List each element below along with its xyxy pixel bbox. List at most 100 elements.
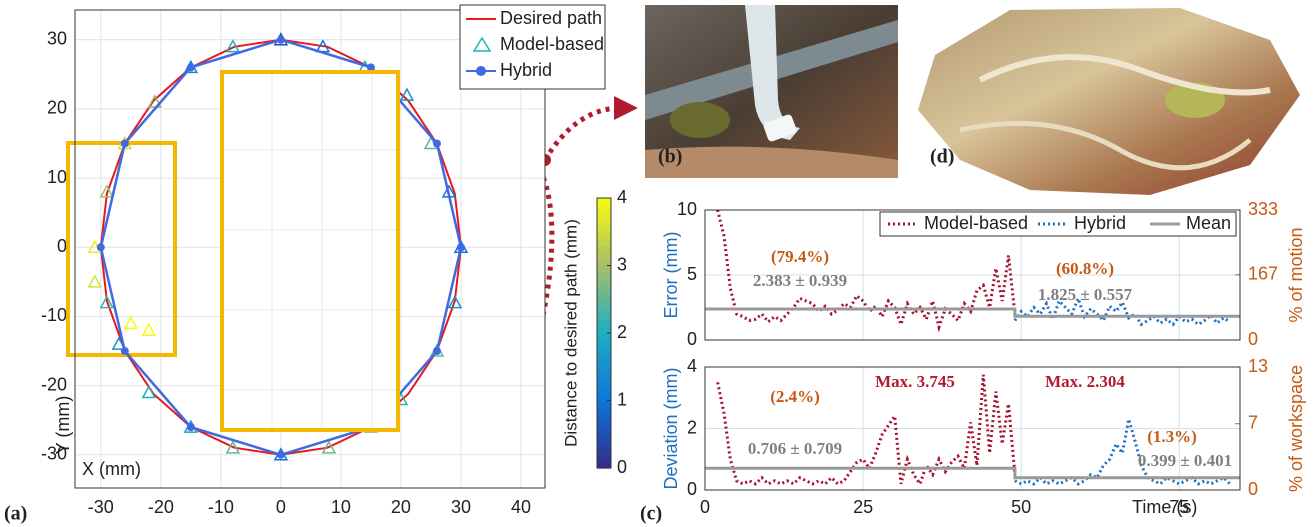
colorbar-cell bbox=[597, 367, 611, 374]
colorbar-tick-label: 4 bbox=[617, 187, 627, 207]
colorbar-cell bbox=[597, 414, 611, 421]
panel-label: (d) bbox=[930, 146, 954, 168]
y-tick-label: 10 bbox=[677, 199, 697, 219]
x-tick-label: 0 bbox=[700, 497, 710, 517]
colorbar-cell bbox=[597, 259, 611, 266]
colorbar-cell bbox=[597, 293, 611, 300]
colorbar-cell bbox=[597, 299, 611, 306]
annotation: 1.825 ± 0.557 bbox=[1038, 285, 1133, 304]
arrow-head bbox=[614, 96, 638, 120]
y-tick-label: 4 bbox=[687, 356, 697, 376]
colorbar-cell bbox=[597, 353, 611, 360]
colorbar-cell bbox=[597, 313, 611, 320]
hybrid-point bbox=[187, 63, 195, 71]
colorbar-label: Distance to desired path (mm) bbox=[561, 219, 580, 447]
colorbar-cell bbox=[597, 461, 611, 468]
y-tick-label: 0 bbox=[687, 479, 697, 499]
annotation: (1.3%) bbox=[1147, 427, 1197, 446]
colorbar-cell bbox=[597, 401, 611, 408]
photo-b bbox=[645, 5, 898, 178]
colorbar-tick-label: 2 bbox=[617, 322, 627, 342]
colorbar-cell bbox=[597, 286, 611, 293]
colorbar-cell bbox=[597, 428, 611, 435]
colorbar-cell bbox=[597, 232, 611, 239]
panel-label: (b) bbox=[658, 146, 682, 168]
legend-swatch bbox=[476, 66, 486, 76]
legend-label: Mean bbox=[1186, 213, 1231, 233]
colorbar-cell bbox=[597, 306, 611, 313]
y2-tick-label: 0 bbox=[1248, 479, 1258, 499]
x-tick-label: 40 bbox=[511, 497, 531, 517]
y-tick-label: 10 bbox=[47, 167, 67, 187]
colorbar-cell bbox=[597, 212, 611, 219]
y2-tick-label: 333 bbox=[1248, 199, 1278, 219]
colorbar-cell bbox=[597, 360, 611, 367]
y2-tick-label: 0 bbox=[1248, 329, 1258, 349]
colorbar-cell bbox=[597, 225, 611, 232]
annotation: Max. 3.745 bbox=[875, 372, 955, 391]
x-axis-label: X (mm) bbox=[82, 459, 141, 479]
colorbar-cell bbox=[597, 455, 611, 462]
colorbar-tick-label: 1 bbox=[617, 389, 627, 409]
legend-label: Hybrid bbox=[500, 60, 552, 80]
y-tick-label: 0 bbox=[687, 329, 697, 349]
x-tick-label: -10 bbox=[208, 497, 234, 517]
y2-tick-label: 167 bbox=[1248, 264, 1278, 284]
colorbar-cell bbox=[597, 333, 611, 340]
colorbar-tick-label: 0 bbox=[617, 457, 627, 477]
y-tick-label: 30 bbox=[47, 28, 67, 48]
colorbar-cell bbox=[597, 245, 611, 252]
panel-label: (a) bbox=[4, 503, 27, 525]
colorbar-cell bbox=[597, 434, 611, 441]
x-axis-label: Time (s) bbox=[1132, 497, 1197, 517]
y2-tick-label: 13 bbox=[1248, 356, 1268, 376]
colorbar-cell bbox=[597, 448, 611, 455]
colorbar-cell bbox=[597, 340, 611, 347]
x-tick-label: 50 bbox=[1011, 497, 1031, 517]
annotation: (79.4%) bbox=[771, 247, 829, 266]
photo-d bbox=[918, 8, 1300, 195]
legend-label: Model-based bbox=[924, 213, 1028, 233]
hybrid-point bbox=[457, 243, 465, 251]
annotation: 0.399 ± 0.401 bbox=[1138, 451, 1232, 470]
annotation: (60.8%) bbox=[1056, 259, 1114, 278]
colorbar-cell bbox=[597, 421, 611, 428]
colorbar-cell bbox=[597, 380, 611, 387]
hybrid-point bbox=[121, 347, 129, 355]
x-tick-label: 0 bbox=[276, 497, 286, 517]
colorbar-cell bbox=[597, 407, 611, 414]
annotation: 2.383 ± 0.939 bbox=[753, 271, 847, 290]
annotation: Max. 2.304 bbox=[1045, 372, 1125, 391]
colorbar-cell bbox=[597, 394, 611, 401]
colorbar-cell bbox=[597, 326, 611, 333]
colorbar-cell bbox=[597, 239, 611, 246]
y-tick-label: 5 bbox=[687, 264, 697, 284]
colorbar-cell bbox=[597, 266, 611, 273]
page: {"figure_labels": {"a": "(a)", "b": "(b)… bbox=[0, 0, 1314, 527]
colorbar-cell bbox=[597, 272, 611, 279]
colorbar-cell bbox=[597, 374, 611, 381]
y-axis-label: Y (mm) bbox=[53, 396, 73, 455]
hybrid-point bbox=[433, 347, 441, 355]
x-tick-label: -30 bbox=[88, 497, 114, 517]
colorbar-cell bbox=[597, 218, 611, 225]
y2-tick-label: 7 bbox=[1248, 413, 1258, 433]
y-tick-label: 20 bbox=[47, 98, 67, 118]
hybrid-point bbox=[433, 140, 441, 148]
x-tick-label: 10 bbox=[331, 497, 351, 517]
x-tick-label: 25 bbox=[853, 497, 873, 517]
y-tick-label: 2 bbox=[687, 417, 697, 437]
colorbar-cell bbox=[597, 205, 611, 212]
y-tick-label: 0 bbox=[57, 236, 67, 256]
colorbar-cell bbox=[597, 441, 611, 448]
x-tick-label: 20 bbox=[391, 497, 411, 517]
y-tick-label: -20 bbox=[41, 374, 67, 394]
colorbar-cell bbox=[597, 320, 611, 327]
arrow bbox=[545, 108, 618, 160]
x-tick-label: 30 bbox=[451, 497, 471, 517]
y-axis-label: Deviation (mm) bbox=[661, 367, 681, 489]
legend-label: Hybrid bbox=[1074, 213, 1126, 233]
colorbar-cell bbox=[597, 347, 611, 354]
colorbar-cell bbox=[597, 387, 611, 394]
hybrid-point bbox=[121, 140, 129, 148]
